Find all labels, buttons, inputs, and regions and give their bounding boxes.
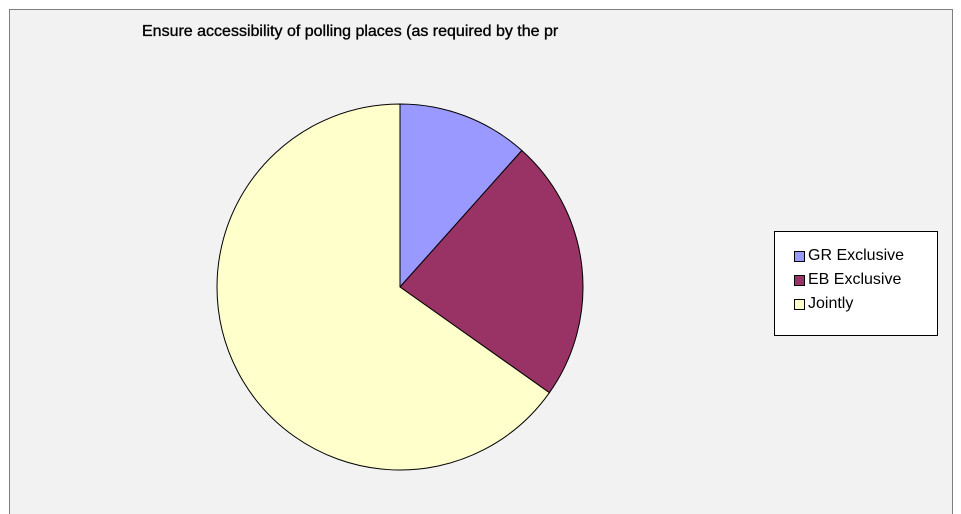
legend-item-eb-exclusive: EB Exclusive (794, 268, 937, 292)
legend-swatch-jointly (794, 298, 805, 310)
pie-slice-jointly (216, 103, 551, 471)
legend-swatch-eb-exclusive (794, 274, 805, 286)
pie-slice-eb-exclusive (399, 149, 584, 394)
chart-title: Ensure accessibility of polling places (… (142, 23, 559, 40)
pie-slice-gr-exclusive (399, 103, 523, 289)
legend-item-gr-exclusive: GR Exclusive (794, 244, 937, 268)
legend-label-jointly: Jointly (808, 295, 854, 312)
legend-label-eb-exclusive: EB Exclusive (808, 271, 902, 288)
legend-label-gr-exclusive: GR Exclusive (808, 247, 905, 264)
legend-swatch-gr-exclusive (794, 250, 805, 262)
legend-item-jointly: Jointly (794, 292, 937, 316)
chart-legend: GR Exclusive EB Exclusive Jointly (774, 231, 938, 336)
pie-slices (216, 103, 584, 471)
